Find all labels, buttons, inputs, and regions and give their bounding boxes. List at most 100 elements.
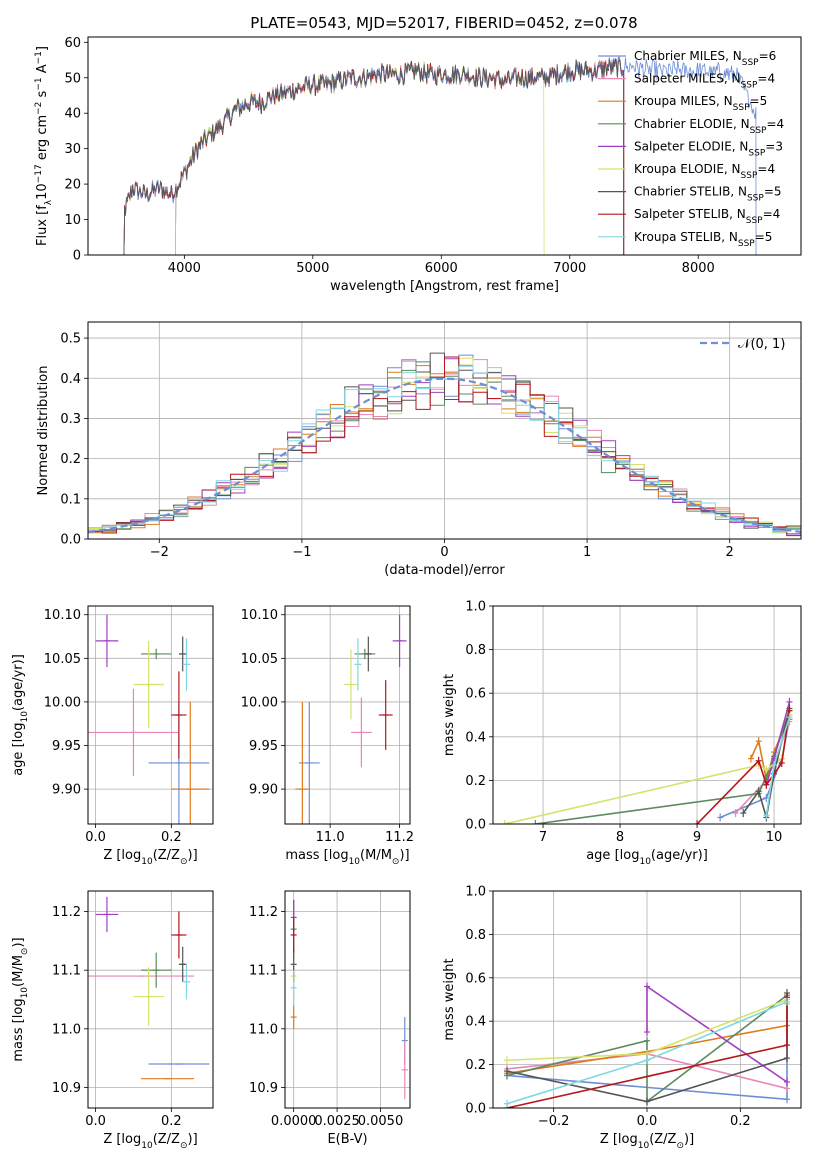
panel-residuals: −2 −1 0 1 2 0.0 0.1 0.2 0.3 0.4 0.5 (data-model)/er…	[36, 321, 802, 578]
y-tick-label: 40	[64, 107, 81, 122]
label-part: erg cm	[35, 115, 50, 164]
plot-area-residuals	[88, 352, 801, 537]
y-tick-label: 10.9	[52, 1081, 81, 1096]
legend-label: Chabrier MILES, NSSP=6	[634, 49, 776, 68]
label-part: 10	[349, 857, 361, 867]
y-tick-label: 10.00	[44, 695, 81, 710]
x-tick-label: 0.0025	[314, 1114, 360, 1129]
legend-label-main: Salpeter MILES, N	[634, 72, 741, 86]
plot-area-z-vs-weight	[504, 982, 790, 1108]
axes-frame-residuals	[87, 321, 802, 540]
y-tick-label: 0.2	[465, 774, 486, 789]
label-part: 10	[35, 183, 50, 200]
x-tick-label: −2	[150, 545, 169, 560]
x-tick-label: 6000	[425, 261, 458, 276]
legend-label: 𝒩(0, 1)	[738, 337, 785, 352]
legend-label-suffix: =4	[763, 207, 781, 221]
legend-label-main: Chabrier ELODIE, N	[634, 117, 750, 131]
x-axis-label: E(B-V)	[327, 1132, 367, 1147]
panel-mass-vs-age: 11.0 11.2 9.90 9.95 10.00 10.05 10.10 mass [log…	[241, 605, 414, 867]
spectrum-line	[123, 58, 625, 255]
label-part: λ	[44, 199, 54, 205]
x-tick-label: 0.2	[161, 830, 182, 845]
weight-line	[506, 994, 788, 1104]
plot-area-ebv-vs-mass	[290, 899, 408, 1100]
y-tick-label: 0.0	[465, 1102, 486, 1117]
legend-label-main: Salpeter ELODIE, N	[634, 139, 748, 153]
label-part: 10	[141, 1141, 153, 1151]
y-tick-label: 0.5	[60, 332, 81, 347]
legend-label: Kroupa STELIB, NSSP=5	[634, 230, 772, 249]
label-part: )]	[11, 937, 26, 947]
axes-frame-age-vs-weight	[492, 605, 802, 825]
label-part: Flux [f	[35, 205, 50, 246]
y-tick-label: 10	[64, 213, 81, 228]
y-tick-label: 10.05	[241, 652, 278, 667]
label-part: (age/yr)]	[11, 654, 26, 711]
y-tick-label: 11.2	[249, 905, 278, 920]
legend-label-suffix: =4	[766, 117, 784, 131]
legend-label-sub: SSP	[742, 58, 759, 68]
y-tick-label: 10.10	[44, 608, 81, 623]
y-tick-label: 10.10	[241, 608, 278, 623]
y-axis-label: Normed distribution	[36, 366, 51, 496]
label-part: Z [log	[600, 1132, 638, 1147]
y-tick-label: 0.0	[465, 818, 486, 833]
legend-label-suffix: =5	[750, 94, 768, 108]
label-part: −1	[34, 51, 44, 64]
x-axis-label: Z [log10(Z/Z⊙)]	[600, 1132, 694, 1151]
y-tick-label: 0.4	[60, 372, 81, 387]
x-tick-label: 0.2	[730, 1114, 751, 1129]
legend-label-sub: SSP	[738, 239, 755, 249]
y-tick-label: 0.6	[465, 971, 486, 986]
panel-z-vs-weight: −0.2 0.0 0.2 0.0 0.2 0.4 0.6 0.8 1.0 Z [log10(Z/Z…	[442, 885, 802, 1151]
label-part: mass [log	[11, 998, 26, 1061]
legend-label: Chabrier STELIB, NSSP=5	[634, 185, 782, 204]
x-tick-label: 8000	[682, 261, 715, 276]
y-tick-label: 0.2	[60, 452, 81, 467]
x-axis-label: (data-model)/error	[384, 563, 505, 578]
y-tick-label: 0.4	[465, 1015, 486, 1030]
x-tick-label: 0.0	[85, 1114, 106, 1129]
x-axis-label: age [log10(age/yr)]	[586, 848, 708, 867]
legend-label-sub: SSP	[747, 194, 764, 204]
legend-label: Salpeter STELIB, NSSP=4	[634, 207, 780, 226]
x-tick-label: 0.0	[85, 830, 106, 845]
x-tick-label: 0.0000	[271, 1114, 317, 1129]
x-tick-label: 11.2	[385, 830, 414, 845]
x-tick-label: 4000	[168, 261, 201, 276]
label-part: (Z/Z	[153, 1132, 180, 1147]
x-tick-label: 0.2	[161, 1114, 182, 1129]
y-tick-label: 11.0	[52, 1022, 81, 1037]
x-tick-label: −0.2	[538, 1114, 570, 1129]
y-tick-label: 0	[73, 249, 81, 264]
y-tick-label: 20	[64, 178, 81, 193]
x-tick-label: 2	[726, 545, 734, 560]
x-axis-label: Z [log10(Z/Z⊙)]	[103, 1132, 197, 1151]
label-part: 10	[20, 711, 30, 723]
legend-label-sub: SSP	[750, 126, 767, 136]
x-axis-label: wavelength [Angstrom, rest frame]	[330, 279, 559, 294]
label-part: (M/M	[360, 848, 392, 863]
plot-area-mass-vs-age	[295, 614, 407, 824]
legend-label-sub: SSP	[733, 103, 750, 113]
legend-label-main: Chabrier STELIB, N	[634, 185, 747, 199]
x-axis-label: mass [log10(M/M⊙)]	[285, 848, 409, 867]
panel-spectrum: 4000 5000 6000 7000 8000 0 10 20 30 40 50 60 wavelen…	[34, 36, 802, 294]
axes-frame-mass-vs-age	[284, 605, 411, 825]
label-part: mass [log	[285, 848, 348, 863]
legend-label-main: Kroupa MILES, N	[634, 94, 733, 108]
legend-label: Kroupa MILES, NSSP=5	[634, 94, 767, 113]
axes-frame-z-vs-mass	[87, 890, 214, 1109]
legend-label-main: Kroupa STELIB, N	[634, 230, 738, 244]
plot-layer: 4000 5000 6000 7000 80000102030405060wavelen…	[11, 36, 802, 1151]
gaussian-curve	[88, 377, 801, 534]
y-axis-label: age [log10(age/yr)]	[11, 654, 30, 776]
x-tick-label: 1	[583, 545, 591, 560]
legend-label-suffix: =4	[757, 72, 775, 86]
y-tick-label: 9.90	[52, 783, 81, 798]
label-part: (age/yr)]	[651, 848, 708, 863]
legend-label-main: Salpeter STELIB, N	[634, 207, 746, 221]
